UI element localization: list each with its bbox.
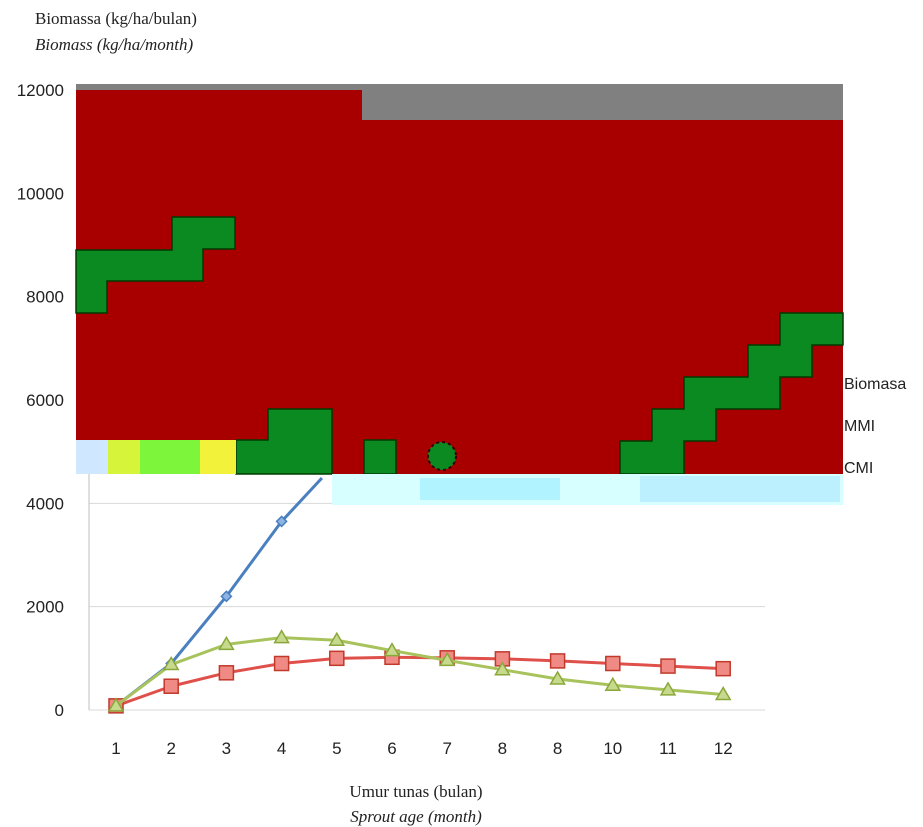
data-point-cmi [494,661,511,676]
x-tick-label: 11 [659,739,677,758]
x-axis-title-line-1: Umur tunas (bulan) [349,782,482,801]
y-axis-title-line-1: Biomassa (kg/ha/bulan) [35,9,197,28]
occlusion-dots [427,441,457,471]
x-tick-label: 10 [603,739,622,758]
legend-item-mmi: MMI [844,418,875,435]
x-tick-label: 4 [277,739,286,758]
data-point-mmi [329,650,345,667]
occlusion-noise-left-a [76,440,108,474]
x-tick-label: 3 [222,739,231,758]
x-tick-label: 7 [442,739,451,758]
x-tick-label: 2 [166,739,175,758]
data-point-biomasa [275,515,288,528]
x-tick-label: 6 [387,739,396,758]
y-tick-label: 4000 [26,494,64,513]
occlusion-green-stair-left [75,216,236,314]
data-point-cmi [162,656,180,671]
data-point-cmi [218,635,235,651]
occlusion-grey-strip [76,84,362,90]
x-tick-labels: 1 2 3 4 5 6 7 8 8 10 11 12 [111,739,732,758]
data-point-cmi [107,697,125,712]
data-point-cmi [438,651,456,667]
series-line-cmi [115,636,724,708]
y-tick-label: 12000 [17,81,64,100]
x-tick-label: 12 [714,739,733,758]
data-point-mmi [163,678,179,694]
y-tick-label: 2000 [26,598,64,617]
legend: Biomasa MMI CMI [844,376,906,477]
occlusion-green-stair-right [619,312,844,475]
y-tick-labels: 0 2000 4000 6000 8000 10000 12000 [17,81,64,720]
data-point-cmi [273,629,290,644]
occlusion-blocks [75,84,844,505]
occlusion-noise-band-c [640,476,840,502]
data-point-cmi [714,686,732,701]
data-point-cmi [659,681,677,696]
data-point-biomasa [220,590,233,603]
y-tick-label: 0 [55,701,64,720]
data-point-mmi [549,653,566,669]
occlusion-noise-band-b [420,478,560,500]
data-point-cmi [604,676,622,691]
data-point-mmi [273,655,290,672]
data-point-mmi [715,660,731,677]
x-axis-title-line-2: Sprout age (month) [350,807,482,826]
data-point-cmi [328,631,346,646]
data-point-cmi [383,642,401,657]
occlusion-noise-left-c [200,440,236,474]
data-point-mmi [660,658,676,674]
y-tick-label: 8000 [26,288,64,307]
legend-item-biomasa: Biomasa [844,376,906,393]
x-tick-label: 8 [553,739,562,758]
series-line-mmi [115,655,724,708]
data-point-mmi [605,655,621,672]
occlusion-noise-left-b [108,440,140,474]
occlusion-grey-top [362,84,843,120]
x-tick-label: 8 [498,739,507,758]
data-point-mmi [218,665,235,681]
y-axis-title-line-2: Biomass (kg/ha/month) [35,35,194,54]
y-tick-label: 6000 [26,391,64,410]
legend-item-cmi: CMI [844,460,873,477]
series-layer [107,476,732,714]
x-tick-label: 1 [111,739,120,758]
y-tick-label: 10000 [17,184,64,203]
x-tick-label: 5 [332,739,341,758]
occlusion-green-block-small [363,439,397,475]
data-point-cmi [549,670,566,685]
